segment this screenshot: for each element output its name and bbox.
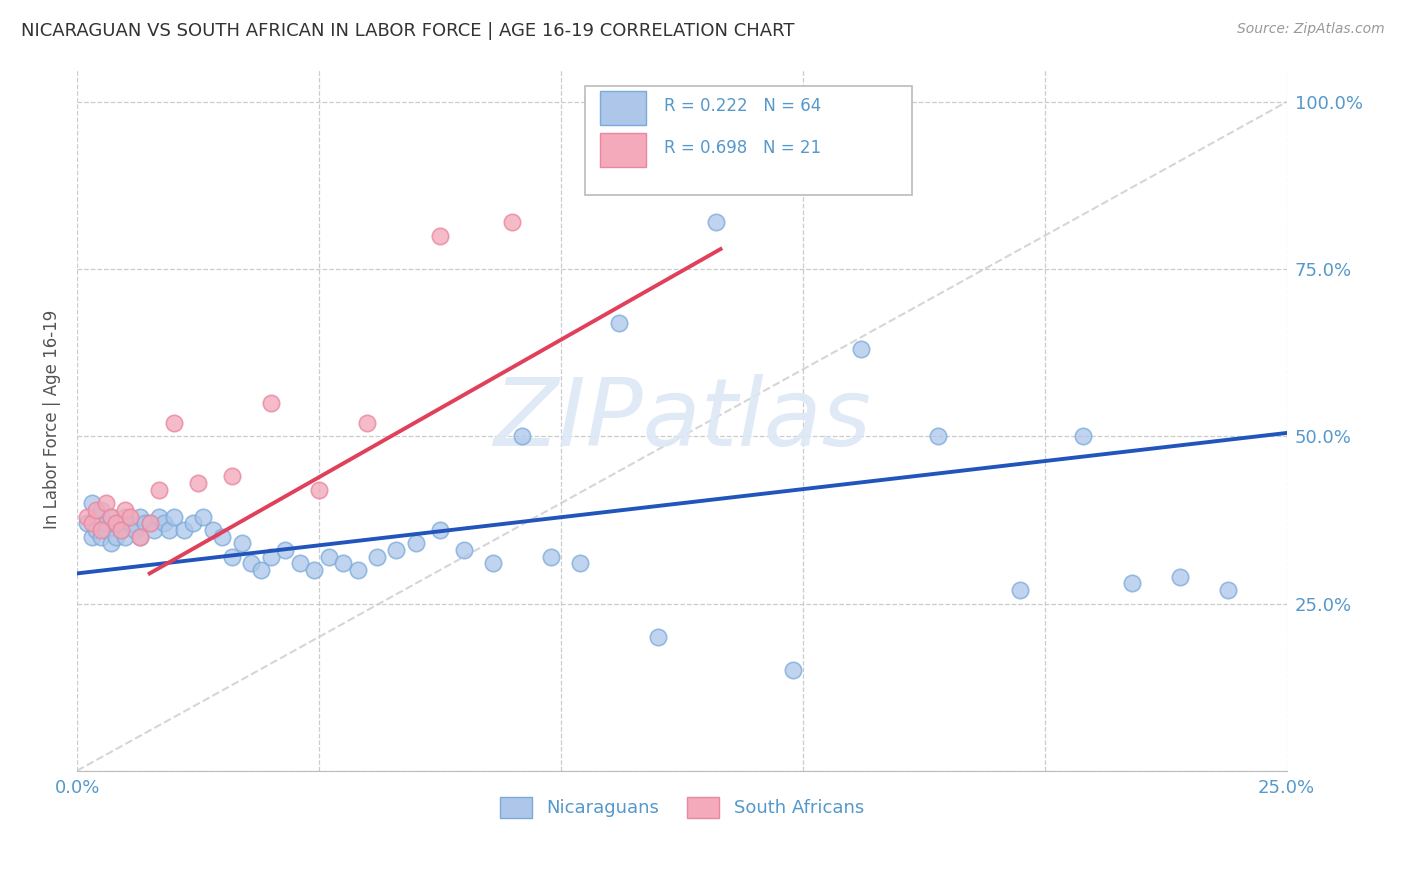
Point	[569, 557, 592, 571]
Point	[187, 476, 209, 491]
Point	[114, 530, 136, 544]
Point	[1073, 429, 1095, 443]
Point	[429, 228, 451, 243]
Legend: Nicaraguans, South Africans: Nicaraguans, South Africans	[492, 789, 872, 825]
Point	[704, 215, 727, 229]
Point	[163, 416, 186, 430]
Point	[129, 530, 152, 544]
Point	[221, 549, 243, 564]
Point	[120, 509, 142, 524]
Point	[80, 516, 103, 531]
Point	[385, 543, 408, 558]
Text: R = 0.698   N = 21: R = 0.698 N = 21	[664, 139, 821, 157]
Point	[104, 516, 127, 531]
Point	[114, 503, 136, 517]
Point	[453, 543, 475, 558]
Point	[302, 563, 325, 577]
Point	[1010, 583, 1032, 598]
Point	[100, 509, 122, 524]
Point	[110, 516, 132, 531]
Point	[100, 536, 122, 550]
Text: ZIPatlas: ZIPatlas	[494, 374, 870, 465]
Point	[308, 483, 330, 497]
Point	[221, 469, 243, 483]
Point	[129, 509, 152, 524]
Point	[482, 557, 505, 571]
Y-axis label: In Labor Force | Age 16-19: In Labor Force | Age 16-19	[44, 310, 60, 529]
Point	[366, 549, 388, 564]
Point	[90, 523, 112, 537]
Point	[288, 557, 311, 571]
Point	[138, 516, 160, 531]
Point	[129, 530, 152, 544]
Point	[148, 483, 170, 497]
Point	[607, 316, 630, 330]
Point	[510, 429, 533, 443]
Point	[100, 509, 122, 524]
Point	[114, 509, 136, 524]
Point	[191, 509, 214, 524]
Point	[110, 523, 132, 537]
Point	[143, 523, 166, 537]
Point	[94, 523, 117, 537]
Point	[120, 516, 142, 531]
Point	[231, 536, 253, 550]
Point	[259, 549, 281, 564]
Point	[346, 563, 368, 577]
Point	[138, 516, 160, 531]
Text: NICARAGUAN VS SOUTH AFRICAN IN LABOR FORCE | AGE 16-19 CORRELATION CHART: NICARAGUAN VS SOUTH AFRICAN IN LABOR FOR…	[21, 22, 794, 40]
Point	[502, 215, 524, 229]
Point	[1121, 576, 1143, 591]
Point	[405, 536, 427, 550]
Point	[240, 557, 263, 571]
Point	[647, 630, 669, 644]
Point	[356, 416, 378, 430]
Point	[80, 496, 103, 510]
Point	[849, 343, 872, 357]
Point	[94, 516, 117, 531]
Point	[163, 509, 186, 524]
Point	[76, 509, 98, 524]
Point	[259, 396, 281, 410]
Point	[110, 523, 132, 537]
Point	[181, 516, 204, 531]
Point	[540, 549, 562, 564]
Point	[80, 530, 103, 544]
Text: Source: ZipAtlas.com: Source: ZipAtlas.com	[1237, 22, 1385, 37]
Point	[782, 664, 804, 678]
Point	[90, 530, 112, 544]
Point	[90, 503, 112, 517]
Point	[148, 509, 170, 524]
Point	[927, 429, 949, 443]
Bar	[599, 91, 645, 125]
Point	[94, 496, 117, 510]
Point	[76, 516, 98, 531]
Point	[274, 543, 297, 558]
Point	[86, 503, 108, 517]
Point	[429, 523, 451, 537]
Point	[86, 523, 108, 537]
Bar	[599, 133, 645, 167]
Text: R = 0.222   N = 64: R = 0.222 N = 64	[664, 96, 821, 115]
Point	[318, 549, 340, 564]
Point	[173, 523, 195, 537]
Point	[153, 516, 176, 531]
Point	[250, 563, 273, 577]
Point	[134, 516, 156, 531]
Point	[201, 523, 224, 537]
Point	[104, 530, 127, 544]
Point	[157, 523, 180, 537]
Point	[104, 516, 127, 531]
Point	[332, 557, 354, 571]
Point	[86, 509, 108, 524]
Point	[1168, 570, 1191, 584]
Point	[124, 523, 146, 537]
Point	[211, 530, 233, 544]
FancyBboxPatch shape	[585, 86, 911, 195]
Point	[1218, 583, 1240, 598]
